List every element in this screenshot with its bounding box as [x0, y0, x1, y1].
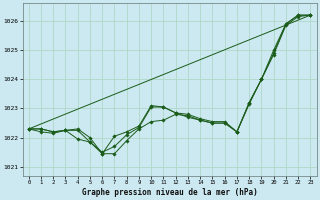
X-axis label: Graphe pression niveau de la mer (hPa): Graphe pression niveau de la mer (hPa) [82, 188, 258, 197]
